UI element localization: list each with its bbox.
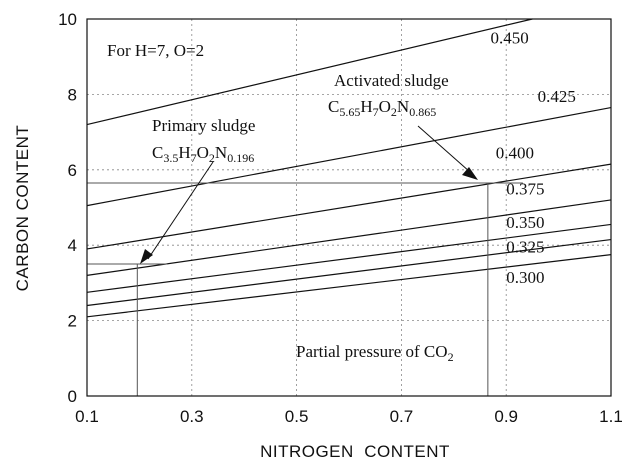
primary-c-subscript: 3.5 xyxy=(163,151,178,165)
activated-h-subscript: 7 xyxy=(373,105,379,119)
activated-o-subscript: 2 xyxy=(391,105,397,119)
activated-sludge-arrowhead xyxy=(462,167,478,180)
activated-n-subscript: 0.865 xyxy=(409,105,436,119)
x-tick-label: 0.9 xyxy=(494,407,518,426)
line-label-0.350: 0.350 xyxy=(506,213,544,232)
y-tick-label: 6 xyxy=(68,161,77,180)
series-line-0.400 xyxy=(86,163,612,250)
line-label-0.425: 0.425 xyxy=(538,87,576,106)
line-labels: 0.450 0.425 0.400 0.375 0.350 0.325 0.300 xyxy=(490,29,575,287)
line-label-0.450: 0.450 xyxy=(490,29,528,48)
primary-o-subscript: 2 xyxy=(209,151,215,165)
primary-sludge-arrow xyxy=(147,161,214,260)
plot-frame xyxy=(86,18,612,397)
series-lines xyxy=(86,18,612,318)
activated-o-symbol: O xyxy=(379,97,391,116)
primary-h-subscript: 7 xyxy=(191,151,197,165)
partial-pressure-text: Partial pressure of CO xyxy=(296,342,448,361)
x-tick-label: 0.5 xyxy=(285,407,309,426)
x-axis-title: NITROGEN CONTENT xyxy=(260,442,450,461)
reference-lines xyxy=(87,182,523,396)
activated-sludge-formula: C5.65H7O2N0.865 xyxy=(328,97,436,119)
series-line-0.350 xyxy=(86,223,612,293)
series-line-0.425 xyxy=(86,107,612,207)
primary-sludge-label: Primary sludge xyxy=(152,116,255,135)
x-tick-label: 0.1 xyxy=(75,407,99,426)
y-tick-label: 4 xyxy=(68,236,77,255)
activated-c-subscript: 5.65 xyxy=(339,105,360,119)
line-label-0.300: 0.300 xyxy=(506,268,544,287)
condition-note: For H=7, O=2 xyxy=(107,41,204,60)
primary-n-symbol: N xyxy=(215,143,227,162)
primary-n-subscript: 0.196 xyxy=(227,151,254,165)
y-tick-label: 2 xyxy=(68,312,77,331)
line-label-0.375: 0.375 xyxy=(506,179,544,198)
activated-sludge-label: Activated sludge xyxy=(334,71,449,90)
primary-o-symbol: O xyxy=(197,143,209,162)
partial-pressure-subscript: 2 xyxy=(448,350,454,364)
line-label-0.325: 0.325 xyxy=(506,238,544,257)
series-line-0.375 xyxy=(86,199,612,276)
series-line-0.450 xyxy=(86,18,533,126)
x-tick-label: 1.1 xyxy=(599,407,623,426)
tick-labels: 0.1 0.3 0.5 0.7 0.9 1.1 0 2 4 6 8 10 xyxy=(58,10,623,426)
activated-sludge-arrow xyxy=(417,125,471,173)
x-tick-label: 0.3 xyxy=(180,407,204,426)
series-line-0.325 xyxy=(86,238,612,307)
y-tick-label: 10 xyxy=(58,10,77,29)
activated-n-symbol: N xyxy=(397,97,409,116)
activated-h-symbol: H xyxy=(360,97,372,116)
partial-pressure-note: Partial pressure of CO2 xyxy=(296,342,454,364)
primary-sludge-arrowhead xyxy=(140,249,153,264)
grid xyxy=(87,19,611,396)
y-axis-title: CARBON CONTENT xyxy=(13,125,32,292)
primary-sludge-formula: C3.5H7O2N0.196 xyxy=(152,143,254,165)
primary-h-symbol: H xyxy=(178,143,190,162)
x-tick-label: 0.7 xyxy=(390,407,414,426)
line-label-0.400: 0.400 xyxy=(496,143,534,162)
y-tick-label: 0 xyxy=(68,387,77,406)
series-line-0.300 xyxy=(86,254,612,318)
y-tick-label: 8 xyxy=(68,85,77,104)
